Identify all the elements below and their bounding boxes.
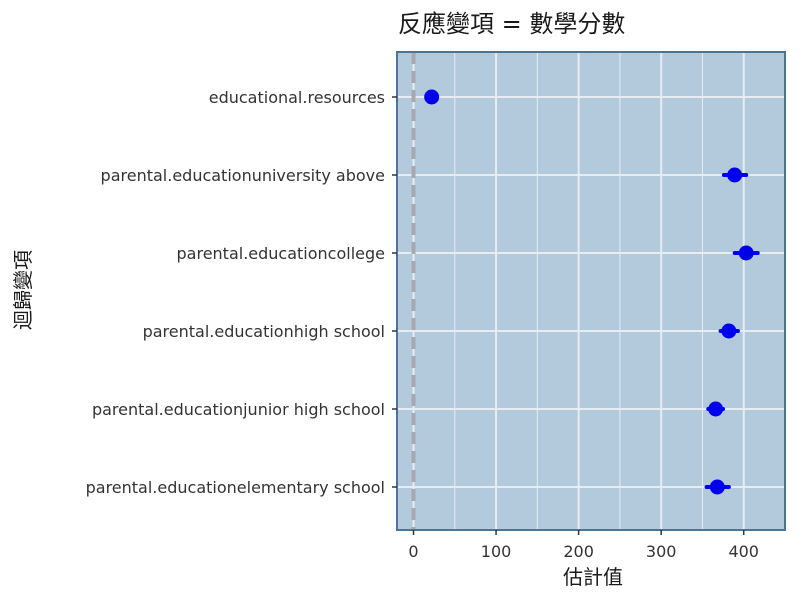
x-tick-label: 100 bbox=[481, 542, 512, 561]
x-tick-label: 300 bbox=[646, 542, 677, 561]
y-tick-label: educational.resources bbox=[209, 88, 385, 107]
estimate-point bbox=[738, 245, 754, 261]
data-marks bbox=[424, 89, 760, 495]
x-axis-title: 估計值 bbox=[563, 565, 623, 589]
x-tick-label: 200 bbox=[563, 542, 594, 561]
y-axis: educational.resources parental.educationu… bbox=[86, 88, 397, 497]
estimate-point bbox=[721, 323, 737, 339]
y-tick-label: parental.educationelementary school bbox=[86, 478, 385, 497]
x-tick-label: 0 bbox=[408, 542, 418, 561]
y-axis-title: 迴歸變項 bbox=[11, 250, 35, 330]
estimate-point bbox=[424, 89, 440, 105]
grid-lines bbox=[397, 52, 785, 530]
plot-panel-border bbox=[396, 51, 786, 531]
estimate-point bbox=[727, 167, 743, 183]
chart-title: 反應變項 = 數學分數 bbox=[398, 10, 625, 38]
estimate-point bbox=[709, 479, 725, 495]
x-tick-label: 400 bbox=[728, 542, 759, 561]
x-axis: 0 100 200 300 400 bbox=[408, 530, 759, 561]
plot-panel bbox=[397, 52, 785, 530]
y-tick-label: parental.educationjunior high school bbox=[92, 400, 385, 419]
y-tick-label: parental.educationhigh school bbox=[143, 322, 385, 341]
y-tick-label: parental.educationuniversity above bbox=[101, 166, 385, 185]
estimate-point bbox=[708, 401, 724, 417]
y-tick-label: parental.educationcollege bbox=[177, 244, 386, 263]
